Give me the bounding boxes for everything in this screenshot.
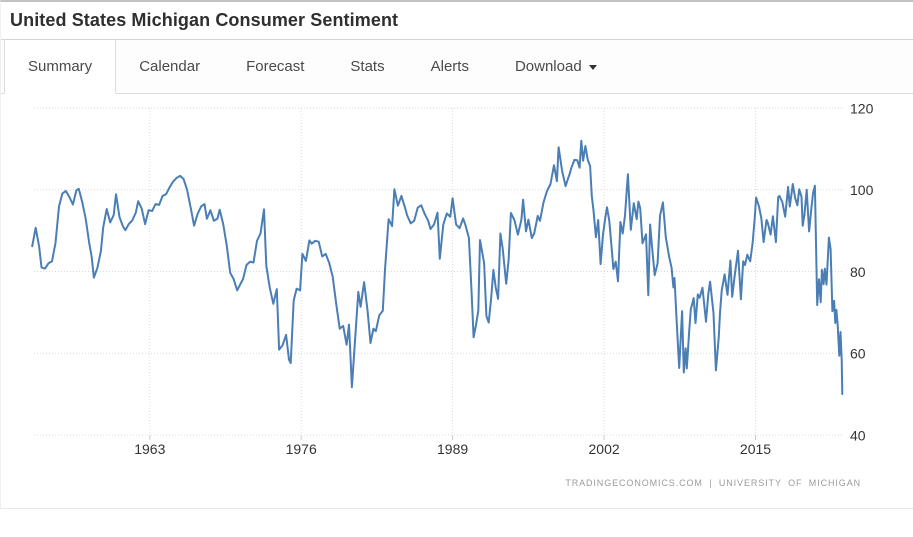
chart-attribution: TRADINGECONOMICS.COM | UNIVERSITY OF MIC… [565,478,861,488]
y-axis-tick-label: 40 [850,427,866,443]
tab-stats[interactable]: Stats [327,40,407,93]
tab-alerts-label: Alerts [430,58,469,75]
tab-forecast-label: Forecast [246,58,305,75]
tab-calendar-label: Calendar [139,58,201,75]
x-axis-tick-label: 1976 [286,441,317,457]
tab-download-label: Download [514,58,582,75]
y-axis-tick-label: 80 [850,264,866,280]
y-axis-tick-label: 120 [850,100,874,116]
x-axis-tick-label: 2002 [589,441,620,457]
tab-summary[interactable]: Summary [4,40,117,94]
tab-calendar[interactable]: Calendar [116,40,223,93]
header: United States Michigan Consumer Sentimen… [1,2,913,39]
y-axis-tick-label: 100 [850,182,874,198]
x-axis-tick-label: 1963 [134,441,165,457]
caret-down-icon [588,64,597,70]
x-axis-tick-label: 1989 [437,441,468,457]
page-title: United States Michigan Consumer Sentimen… [10,10,399,30]
chart-area: 40 60 80 100 120 1963 1976 1989 2002 2015 TRADING… [1,94,913,508]
tab-download[interactable]: Download [492,40,620,93]
series-line [31,139,844,396]
tab-bar: Summary Calendar Forecast Stats Alerts D… [1,39,913,94]
x-axis-tick-label: 2015 [740,441,771,457]
sentiment-line-chart[interactable]: 40 60 80 100 120 1963 1976 1989 2002 2015 [1,94,913,508]
y-axis-tick-label: 60 [850,346,866,362]
tab-forecast[interactable]: Forecast [223,40,327,93]
indicator-widget: United States Michigan Consumer Sentimen… [0,0,913,509]
tab-alerts[interactable]: Alerts [408,40,492,93]
tab-stats-label: Stats [350,58,385,75]
tab-summary-label: Summary [28,58,93,75]
